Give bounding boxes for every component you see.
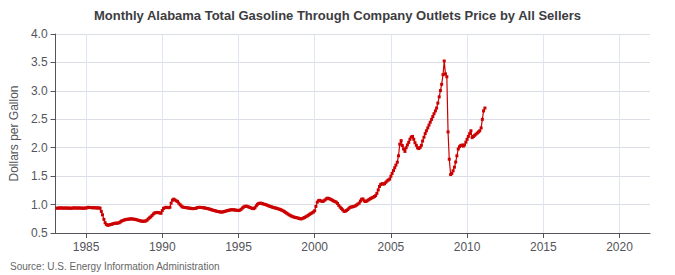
svg-text:4.0: 4.0 [31,27,48,41]
svg-text:1995: 1995 [225,240,252,254]
svg-text:0.5: 0.5 [31,226,48,240]
svg-text:Dollars per Gallon: Dollars per Gallon [7,85,21,181]
svg-text:2000: 2000 [301,240,328,254]
svg-text:1.5: 1.5 [31,169,48,183]
svg-text:1990: 1990 [149,240,176,254]
svg-text:3.0: 3.0 [31,84,48,98]
svg-text:2005: 2005 [378,240,405,254]
svg-text:1.0: 1.0 [31,198,48,212]
svg-text:2.0: 2.0 [31,141,48,155]
svg-text:Monthly Alabama Total Gasoline: Monthly Alabama Total Gasoline Through C… [94,8,581,23]
svg-text:2015: 2015 [530,240,557,254]
svg-text:1985: 1985 [73,240,100,254]
svg-text:Source: U.S. Energy Informatio: Source: U.S. Energy Information Administ… [10,261,220,272]
svg-text:2010: 2010 [454,240,481,254]
svg-text:3.5: 3.5 [31,55,48,69]
svg-text:2.5: 2.5 [31,112,48,126]
svg-text:2020: 2020 [606,240,633,254]
